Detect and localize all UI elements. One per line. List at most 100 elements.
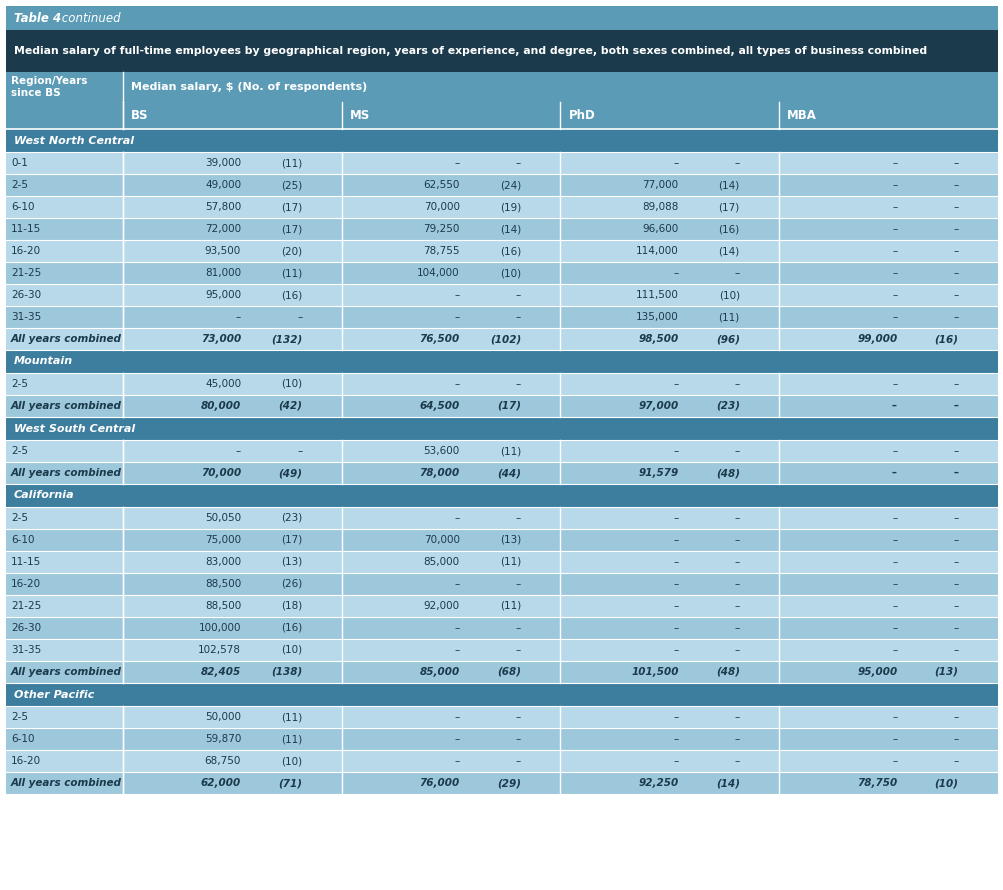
Text: –: – bbox=[734, 446, 739, 456]
Text: –: – bbox=[516, 712, 521, 722]
Bar bbox=[6, 507, 997, 529]
Text: 88,500: 88,500 bbox=[205, 579, 241, 589]
Text: 102,578: 102,578 bbox=[198, 645, 241, 655]
Bar bbox=[6, 373, 997, 395]
Text: 62,550: 62,550 bbox=[423, 180, 459, 190]
Text: 31-35: 31-35 bbox=[11, 312, 41, 322]
Text: 16-20: 16-20 bbox=[11, 579, 41, 589]
Text: (49): (49) bbox=[278, 468, 302, 478]
Text: (13): (13) bbox=[499, 535, 521, 545]
Text: 16-20: 16-20 bbox=[11, 246, 41, 256]
Text: West South Central: West South Central bbox=[14, 424, 135, 433]
Text: –: – bbox=[734, 645, 739, 655]
Text: 80,000: 80,000 bbox=[201, 401, 241, 411]
Text: West North Central: West North Central bbox=[14, 135, 134, 145]
Text: 100,000: 100,000 bbox=[199, 623, 241, 633]
Text: 50,050: 50,050 bbox=[205, 513, 241, 523]
Text: (42): (42) bbox=[278, 401, 302, 411]
Text: 59,870: 59,870 bbox=[205, 734, 241, 744]
Bar bbox=[6, 6, 997, 30]
Text: –: – bbox=[673, 756, 678, 766]
Text: BS: BS bbox=[130, 109, 148, 122]
Text: (23): (23) bbox=[715, 401, 739, 411]
Text: 98,500: 98,500 bbox=[638, 334, 678, 344]
Text: (25): (25) bbox=[281, 180, 302, 190]
Text: –: – bbox=[516, 158, 521, 168]
Text: –: – bbox=[673, 379, 678, 389]
Text: (17): (17) bbox=[281, 535, 302, 545]
Text: –: – bbox=[516, 290, 521, 300]
Bar bbox=[6, 484, 997, 507]
Text: 45,000: 45,000 bbox=[205, 379, 241, 389]
Bar bbox=[6, 174, 997, 196]
Text: –: – bbox=[892, 557, 897, 567]
Text: (23): (23) bbox=[281, 513, 302, 523]
Bar bbox=[6, 529, 997, 551]
Text: 0-1: 0-1 bbox=[11, 158, 28, 168]
Text: 2-5: 2-5 bbox=[11, 379, 28, 389]
Text: Region/Years
since BS: Region/Years since BS bbox=[11, 77, 87, 98]
Text: –: – bbox=[953, 246, 958, 256]
Text: –: – bbox=[892, 246, 897, 256]
Text: 85,000: 85,000 bbox=[419, 667, 459, 677]
Text: (14): (14) bbox=[715, 778, 739, 788]
Bar bbox=[6, 728, 997, 750]
Text: 26-30: 26-30 bbox=[11, 623, 41, 633]
Text: (68): (68) bbox=[496, 667, 521, 677]
Text: Mountain: Mountain bbox=[14, 357, 73, 367]
Bar bbox=[6, 129, 997, 152]
Text: (10): (10) bbox=[281, 756, 302, 766]
Text: 68,750: 68,750 bbox=[205, 756, 241, 766]
Text: (14): (14) bbox=[718, 180, 739, 190]
Bar bbox=[560, 102, 778, 129]
Bar bbox=[6, 706, 997, 728]
Text: –: – bbox=[953, 623, 958, 633]
Text: –: – bbox=[953, 379, 958, 389]
Text: (20): (20) bbox=[281, 246, 302, 256]
Text: 31-35: 31-35 bbox=[11, 645, 41, 655]
Text: (19): (19) bbox=[499, 202, 521, 212]
Text: 6-10: 6-10 bbox=[11, 202, 34, 212]
Text: 79,250: 79,250 bbox=[423, 224, 459, 234]
Text: –: – bbox=[953, 312, 958, 322]
Text: (16): (16) bbox=[934, 334, 958, 344]
Text: 81,000: 81,000 bbox=[205, 268, 241, 278]
Text: 2-5: 2-5 bbox=[11, 712, 28, 722]
Text: –: – bbox=[892, 202, 897, 212]
Text: –: – bbox=[953, 513, 958, 523]
Text: continued: continued bbox=[58, 12, 120, 25]
Text: –: – bbox=[516, 579, 521, 589]
Bar bbox=[6, 639, 997, 661]
Text: 95,000: 95,000 bbox=[205, 290, 241, 300]
Text: –: – bbox=[454, 312, 459, 322]
Bar bbox=[6, 683, 997, 706]
Text: (48): (48) bbox=[715, 667, 739, 677]
Text: 6-10: 6-10 bbox=[11, 535, 34, 545]
Text: 11-15: 11-15 bbox=[11, 557, 41, 567]
Text: 99,000: 99,000 bbox=[857, 334, 897, 344]
Text: (11): (11) bbox=[499, 601, 521, 611]
Text: (11): (11) bbox=[499, 557, 521, 567]
Text: 78,750: 78,750 bbox=[857, 778, 897, 788]
Text: –: – bbox=[673, 712, 678, 722]
Text: –: – bbox=[892, 224, 897, 234]
Bar bbox=[6, 551, 997, 573]
Text: (96): (96) bbox=[715, 334, 739, 344]
Text: 83,000: 83,000 bbox=[205, 557, 241, 567]
Text: –: – bbox=[892, 756, 897, 766]
Bar bbox=[6, 661, 997, 683]
Bar bbox=[6, 595, 997, 617]
Text: –: – bbox=[673, 557, 678, 567]
Text: –: – bbox=[892, 401, 897, 411]
Text: 104,000: 104,000 bbox=[417, 268, 459, 278]
Text: (138): (138) bbox=[271, 667, 302, 677]
Text: 76,500: 76,500 bbox=[419, 334, 459, 344]
Bar bbox=[6, 328, 997, 350]
Text: –: – bbox=[734, 535, 739, 545]
Text: 2-5: 2-5 bbox=[11, 513, 28, 523]
Text: –: – bbox=[953, 224, 958, 234]
Text: –: – bbox=[953, 535, 958, 545]
Text: (10): (10) bbox=[934, 778, 958, 788]
Text: (14): (14) bbox=[499, 224, 521, 234]
Text: –: – bbox=[953, 712, 958, 722]
